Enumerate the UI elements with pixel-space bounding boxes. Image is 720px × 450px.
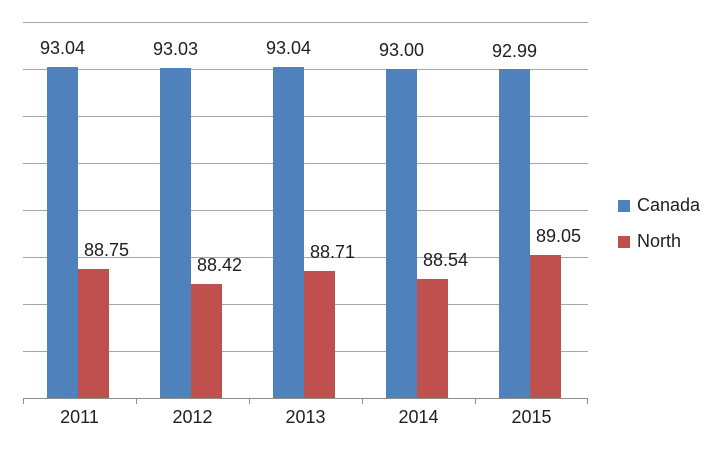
axis-tick — [475, 398, 476, 404]
x-axis-label: 2013 — [285, 407, 326, 427]
data-label-canada: 92.99 — [491, 40, 538, 61]
gridline — [23, 163, 588, 164]
legend-swatch-north — [618, 235, 630, 248]
data-label-canada: 93.00 — [378, 40, 425, 61]
axis-tick — [249, 398, 250, 404]
data-label-north: 89.05 — [535, 225, 582, 246]
legend-swatch-canada — [618, 199, 630, 212]
bar-canada — [160, 67, 191, 398]
x-axis-label: 2011 — [60, 407, 99, 427]
data-label-north: 88.54 — [422, 249, 469, 270]
data-label-canada: 93.04 — [39, 38, 86, 59]
axis-tick — [136, 398, 137, 404]
bar-north — [530, 254, 561, 398]
axis-tick — [23, 398, 24, 404]
data-label-north: 88.75 — [83, 239, 130, 260]
bar-canada — [386, 69, 417, 398]
legend-label-north: North — [637, 231, 682, 251]
bar-north — [417, 278, 448, 398]
x-axis-label: 2014 — [398, 407, 439, 427]
bar-north — [78, 268, 109, 398]
gridline — [23, 22, 588, 23]
data-label-canada: 93.04 — [265, 38, 312, 59]
gridline — [23, 69, 588, 70]
data-label-north: 88.71 — [309, 241, 356, 262]
data-label-canada: 93.03 — [152, 38, 199, 59]
legend-item-north: North — [618, 231, 700, 252]
bar-north — [191, 284, 222, 398]
gridline — [23, 210, 588, 211]
legend-item-canada: Canada — [618, 195, 700, 216]
x-axis-label: 2012 — [172, 407, 213, 427]
gridline — [23, 257, 588, 258]
bar-north — [304, 270, 335, 398]
x-axis-labels: 2011 2012 2013 2014 2015 — [23, 406, 588, 430]
bar-canada — [273, 67, 304, 398]
bar-canada — [47, 67, 78, 398]
data-label-north: 88.42 — [196, 255, 243, 276]
legend-label-canada: Canada — [637, 195, 701, 215]
axis-tick — [362, 398, 363, 404]
axis-tick — [587, 398, 588, 404]
gridline — [23, 116, 588, 117]
legend: Canada North — [618, 195, 700, 267]
bar-canada — [499, 69, 530, 398]
plot-area: 93.04 93.03 93.04 93.00 92.99 88.75 88.42 88.71… — [23, 22, 588, 404]
x-axis-label: 2015 — [511, 407, 552, 427]
